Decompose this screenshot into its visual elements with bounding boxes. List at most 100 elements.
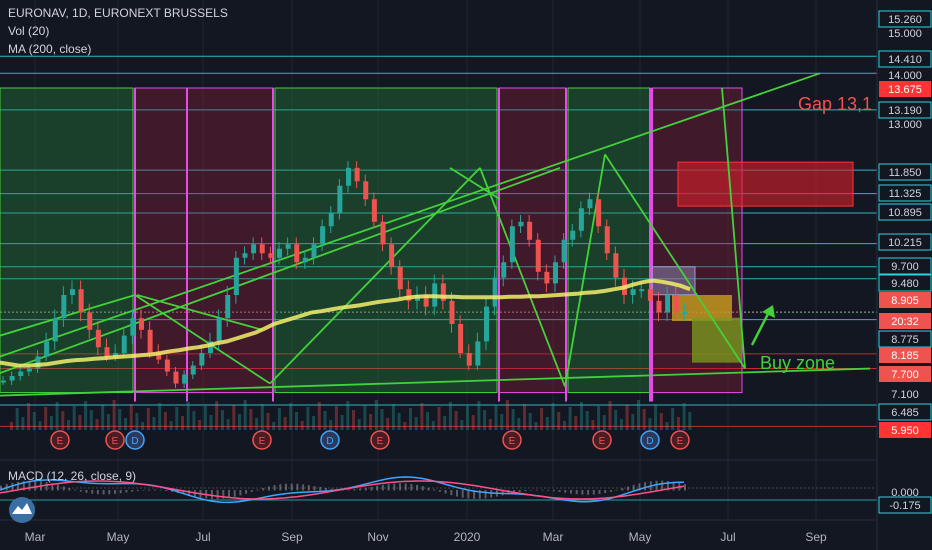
event-marker-label: D — [131, 436, 138, 447]
volume-bar — [568, 407, 572, 430]
time-axis-label: Sep — [805, 530, 827, 544]
price-label-bg — [879, 366, 931, 382]
time-axis-label: May — [629, 530, 652, 544]
volume-bar — [397, 413, 401, 430]
macd-histogram-bar — [114, 490, 116, 494]
macd-histogram-bar — [296, 483, 299, 491]
price-axis-label: 8.775 — [891, 334, 919, 346]
ma-legend[interactable]: MA (200, close) — [8, 42, 92, 56]
macd-histogram-bar — [17, 481, 20, 491]
macd-legend[interactable]: MACD (12, 26, close, 9) — [8, 469, 137, 483]
volume-bar — [300, 421, 304, 430]
macd-histogram-bar — [632, 484, 635, 491]
macd-histogram-bar — [370, 486, 373, 491]
trend-line — [136, 294, 263, 331]
candle-body — [130, 318, 136, 336]
candle-body — [346, 167, 351, 186]
zone-box — [274, 87, 498, 394]
candle-body — [44, 341, 50, 357]
macd-histogram-bar — [307, 485, 310, 491]
volume-bar — [352, 410, 355, 430]
event-marker — [502, 430, 522, 450]
arrow-shaft — [750, 309, 772, 346]
volume-bar — [528, 413, 532, 430]
volume-bar — [403, 422, 407, 430]
volume-bar — [676, 417, 680, 430]
macd-histogram-bar — [473, 490, 476, 499]
candle-body — [251, 244, 257, 254]
volume-bar — [306, 407, 310, 430]
price-axis-label: 9.700 — [891, 261, 919, 273]
volume-bar — [67, 420, 70, 430]
candle-body — [484, 306, 489, 342]
event-marker-label: D — [646, 436, 653, 447]
candle-body — [492, 277, 498, 307]
macd-histogram-bar — [604, 490, 607, 494]
price-axis-label: 13.190 — [888, 105, 922, 117]
volume-bar — [44, 407, 48, 430]
macd-histogram-bar — [450, 490, 453, 496]
macd-histogram-bar — [535, 489, 538, 491]
volume-bar — [369, 414, 373, 430]
candle-body — [440, 283, 446, 301]
macd-histogram-bar — [51, 483, 54, 491]
symbol-legend[interactable]: EURONAV, 1D, EURONEXT BRUSSELS — [8, 6, 228, 20]
price-axis-label: 20:32 — [891, 316, 919, 328]
volume-bar — [534, 422, 538, 430]
time-axis-label: Jul — [195, 530, 210, 544]
candle-body — [208, 341, 213, 353]
macd-histogram-bar — [79, 490, 82, 492]
event-marker — [670, 430, 690, 450]
tradingview-logo-mark — [12, 503, 32, 514]
volume-bar — [89, 410, 93, 430]
volume-bar — [346, 401, 350, 430]
volume-bar — [61, 411, 65, 430]
candle-body — [561, 239, 567, 263]
volume-bar — [84, 401, 88, 430]
macd-histogram-bar — [228, 490, 230, 498]
candle-body — [509, 226, 515, 263]
volume-bar — [494, 405, 498, 430]
macd-histogram-bar — [530, 490, 533, 491]
macd-histogram-bar — [62, 486, 65, 491]
candle-body — [665, 295, 671, 313]
macd-histogram-bar — [364, 487, 367, 491]
candle-body — [18, 371, 24, 377]
macd-histogram-bar — [34, 480, 37, 491]
volume-bar — [27, 403, 31, 430]
candle-body — [406, 289, 412, 301]
volume-bar — [255, 418, 259, 430]
candle-body — [423, 295, 429, 307]
macd-histogram-bar — [581, 490, 584, 495]
macd-histogram-bar — [262, 487, 265, 491]
volume-legend[interactable]: Vol (20) — [8, 24, 50, 38]
candle-body — [449, 300, 455, 324]
volume-bar — [95, 419, 99, 430]
price-axis-label: 9.480 — [891, 278, 919, 290]
volume-bar — [585, 411, 589, 430]
volume-bar — [312, 416, 316, 430]
macd-histogram-bar — [353, 489, 356, 491]
volume-bar — [226, 419, 230, 430]
candle-body — [639, 289, 645, 292]
price-label-bg — [879, 81, 931, 97]
volume-bar — [391, 404, 395, 430]
price-axis-label: 13.675 — [888, 84, 922, 96]
macd-histogram-bar — [644, 482, 647, 491]
macd-histogram-bar — [74, 489, 77, 491]
candle-body — [535, 239, 541, 272]
price-label-bg — [879, 292, 931, 308]
volume-bar — [637, 400, 640, 430]
candle-body — [233, 257, 239, 295]
candle-body — [242, 253, 248, 258]
macd-histogram-bar — [28, 480, 31, 491]
time-axis-label: Sep — [281, 530, 303, 544]
macd-histogram-bar — [638, 483, 641, 491]
volume-bar — [260, 404, 264, 430]
price-label-border — [878, 184, 932, 202]
volume-bar — [175, 407, 179, 430]
trend-line — [0, 367, 871, 397]
volume-bar — [220, 410, 224, 430]
macd-histogram-bar — [210, 490, 213, 499]
